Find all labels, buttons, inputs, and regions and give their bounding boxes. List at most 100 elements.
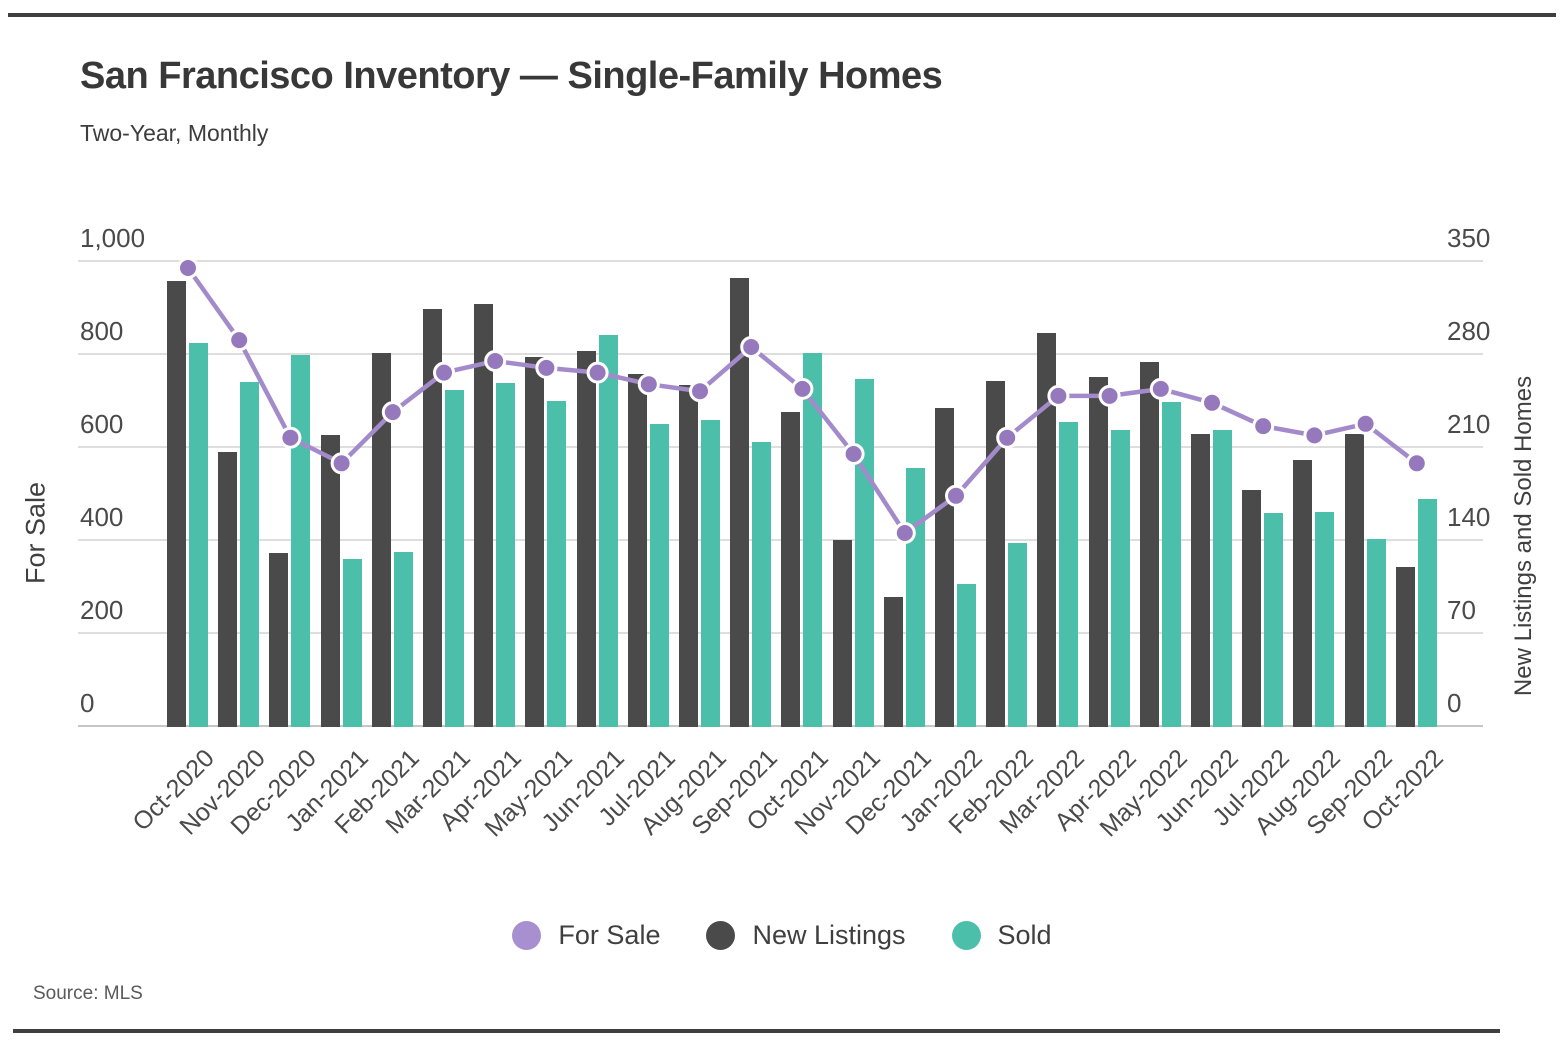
for-sale-point [996, 426, 1019, 449]
bar-sold [1315, 512, 1335, 727]
bar-new-listings [1037, 332, 1057, 727]
bar-sold [1008, 542, 1028, 727]
gridline [78, 446, 1483, 448]
left-axis-title: For Sale [20, 481, 51, 585]
for-sale-point [433, 361, 455, 384]
for-sale-point [637, 373, 660, 396]
y-tick-right: 280 [1447, 316, 1491, 346]
for-sale-point [945, 484, 967, 507]
for-sale-point [1201, 391, 1223, 414]
bar-sold [547, 400, 567, 727]
bar-sold [1213, 429, 1232, 727]
y-tick-left: 800 [80, 316, 124, 346]
bar-sold [1110, 429, 1130, 727]
bar-new-listings [883, 597, 903, 727]
bar-sold [752, 441, 772, 727]
bar-new-listings [1293, 460, 1313, 727]
bar-new-listings [218, 452, 238, 727]
bar-new-listings [679, 384, 698, 727]
bar-sold [445, 389, 464, 727]
bar-new-listings [576, 351, 596, 727]
bar-new-listings [474, 303, 494, 727]
y-tick-right: 70 [1447, 595, 1476, 625]
gridline [78, 725, 1483, 727]
right-axis-title: New Listings and Sold Homes [1510, 375, 1537, 697]
bar-new-listings [423, 308, 442, 727]
top-border-rule [8, 13, 1556, 17]
bar-sold [701, 420, 720, 727]
bar-sold [957, 583, 976, 727]
bar-sold [1417, 498, 1437, 727]
bar-new-listings [371, 352, 391, 727]
for-sale-point [228, 329, 251, 352]
bar-new-listings [1139, 361, 1159, 727]
for-sale-point [1098, 384, 1121, 407]
legend-label-new-listings: New Listings [752, 919, 906, 950]
bar-sold [649, 424, 669, 727]
y-tick-left: 400 [80, 502, 124, 532]
bar-new-listings [1088, 376, 1108, 727]
gridline [78, 539, 1483, 541]
y-tick-right: 210 [1447, 409, 1491, 439]
for-sale-point [689, 380, 711, 403]
for-sale-point [279, 426, 302, 449]
for-sale-point [381, 401, 404, 424]
bar-sold [803, 352, 823, 727]
legend-label-for-sale: For Sale [558, 919, 661, 950]
bar-sold [393, 551, 413, 727]
y-tick-right: 0 [1447, 688, 1462, 718]
for-sale-point [484, 350, 507, 372]
bar-new-listings [832, 540, 852, 727]
bar-sold [189, 343, 208, 727]
bar-new-listings [320, 435, 340, 727]
bar-new-listings [269, 553, 289, 727]
for-sale-point [1405, 452, 1428, 475]
for-sale-point [1149, 377, 1172, 400]
source-note: Source: MLS [33, 983, 143, 1004]
legend: For Sale New Listings Sold [0, 912, 1564, 958]
for-sale-point [893, 522, 916, 544]
bar-sold [291, 355, 311, 727]
for-sale-point [177, 257, 199, 279]
bar-sold [240, 381, 260, 727]
legend-item-sold: Sold [951, 920, 1052, 951]
y-tick-left: 0 [80, 688, 95, 718]
sold-swatch-icon [951, 920, 981, 950]
bar-new-listings [1242, 489, 1262, 727]
for-sale-point [842, 443, 865, 465]
gridline [78, 632, 1483, 634]
y-tick-right: 350 [1447, 223, 1491, 253]
for-sale-point [1354, 412, 1377, 435]
bar-new-listings [1344, 433, 1364, 727]
bar-new-listings [1191, 433, 1210, 727]
for-sale-point [1252, 415, 1275, 438]
chart-title: San Francisco Inventory — Single-Family … [80, 55, 943, 97]
bar-sold [598, 335, 618, 727]
bar-new-listings [986, 380, 1006, 727]
y-tick-left: 1,000 [80, 223, 146, 253]
bar-new-listings [167, 280, 186, 727]
y-tick-left: 600 [80, 409, 124, 439]
bar-sold [1161, 401, 1181, 727]
bar-new-listings [525, 356, 545, 727]
bar-sold [1059, 421, 1079, 727]
for-sale-point [330, 452, 353, 475]
bottom-border-rule [13, 1029, 1500, 1033]
for-sale-point [791, 377, 814, 400]
y-tick-right: 140 [1447, 502, 1491, 532]
legend-item-for-sale: For Sale [512, 920, 660, 951]
y-tick-left: 200 [80, 595, 124, 625]
new-listings-swatch-icon [706, 920, 736, 950]
bar-new-listings [627, 373, 647, 727]
for-sale-point [535, 356, 558, 379]
gridline [78, 353, 1483, 355]
for-sale-point [1047, 384, 1070, 407]
bar-new-listings [730, 278, 750, 727]
bar-sold [1264, 513, 1284, 727]
gridline [78, 260, 1483, 262]
bar-new-listings [1395, 566, 1415, 727]
bar-sold [342, 558, 362, 727]
chart-subtitle: Two-Year, Monthly [80, 120, 269, 146]
for-sale-swatch-icon [512, 920, 542, 950]
